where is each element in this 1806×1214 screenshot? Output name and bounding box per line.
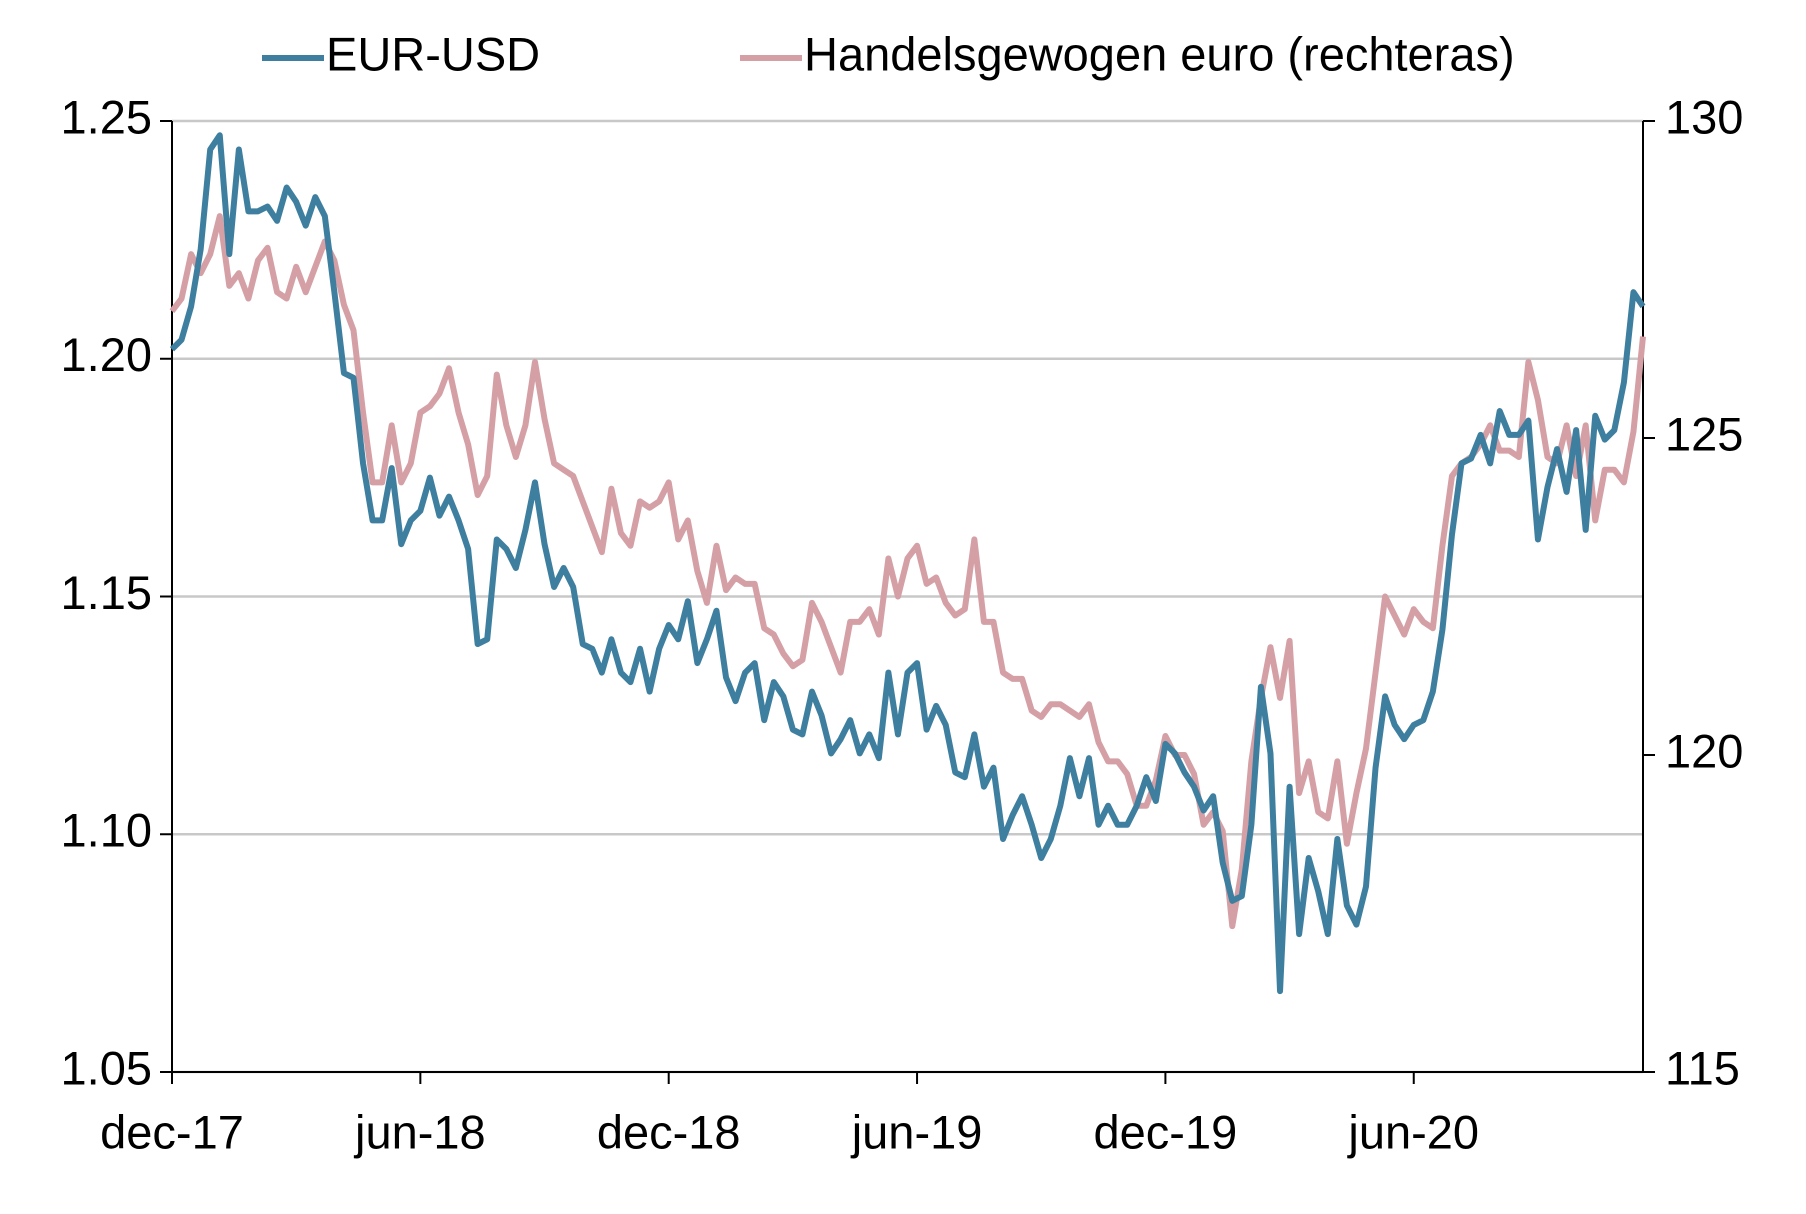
x-tick-label: dec-19 — [1094, 1105, 1238, 1158]
y-tick-label: 1.15 — [61, 566, 152, 619]
y2-tick-label: 130 — [1665, 90, 1743, 143]
y2-tick-label: 115 — [1665, 1041, 1740, 1094]
y-tick-label: 1.20 — [61, 328, 152, 381]
y2-tick-label: 120 — [1665, 724, 1743, 777]
legend-label: Handelsgewogen euro (rechteras) — [804, 27, 1515, 80]
y-tick-label: 1.25 — [61, 90, 152, 143]
x-tick-label: dec-17 — [100, 1105, 244, 1158]
x-tick-label: dec-18 — [597, 1105, 741, 1158]
y-tick-label: 1.10 — [61, 804, 152, 857]
x-tick-label: jun-19 — [850, 1105, 983, 1158]
legend-label: EUR-USD — [326, 27, 540, 80]
series-line — [169, 132, 1646, 995]
y2-tick-label: 125 — [1665, 407, 1743, 460]
x-tick-label: jun-20 — [1346, 1105, 1479, 1158]
y-tick-label: 1.05 — [61, 1041, 152, 1094]
x-tick-label: jun-18 — [353, 1105, 486, 1158]
series-line — [169, 213, 1646, 930]
